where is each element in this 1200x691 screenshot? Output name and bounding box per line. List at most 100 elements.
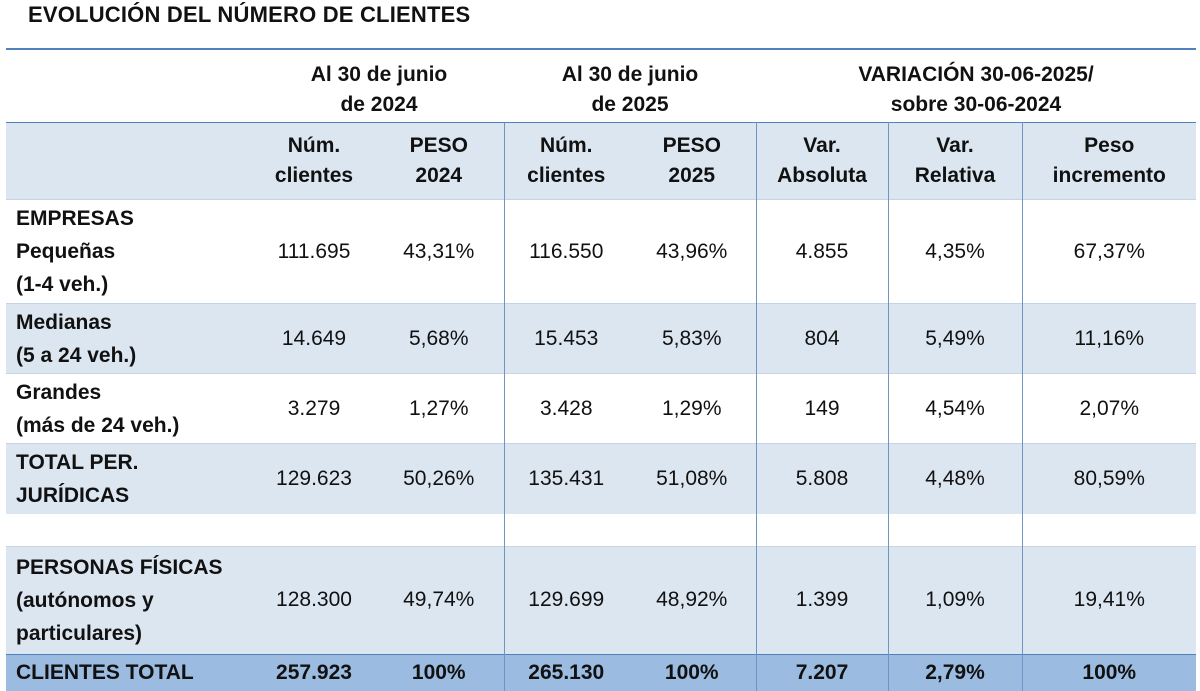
total-cell: 257.923 — [254, 653, 374, 691]
total-cell: 100% — [1022, 653, 1197, 691]
column-header-line: Peso — [1084, 134, 1135, 157]
column-header-line: 2025 — [668, 164, 716, 187]
spacer-cell — [1022, 513, 1197, 546]
table-cell: 804 — [756, 303, 889, 374]
column-header: Var. Absoluta — [756, 122, 889, 200]
table-row: TOTAL PER. JURÍDICAS 129.623 50,26% 135.… — [6, 443, 1197, 514]
table-cell: 2,07% — [1022, 373, 1197, 444]
table-cell: 129.699 — [503, 545, 628, 654]
row-label: PERSONAS FÍSICAS (autónomos y particular… — [6, 545, 254, 654]
spacer-cell — [254, 513, 374, 546]
table-cell: 11,16% — [1022, 303, 1197, 374]
table-cell: 14.649 — [254, 303, 374, 374]
group-header-2024: Al 30 de junio de 2024 — [254, 48, 504, 123]
column-header-line: Núm. — [540, 134, 593, 157]
row-label-line: TOTAL PER. — [16, 450, 139, 474]
group-header-line: Al 30 de junio — [561, 63, 699, 86]
row-label-line: PERSONAS FÍSICAS — [16, 555, 223, 579]
total-cell: 2,79% — [888, 653, 1023, 691]
table-cell: 4.855 — [756, 199, 889, 304]
row-label-line: (autónomos y — [16, 588, 154, 612]
table-cell: 1,09% — [888, 545, 1023, 654]
row-label-line: particulares) — [16, 621, 143, 645]
group-header-line: sobre 30-06-2024 — [890, 93, 1062, 116]
group-header-variacion: VARIACIÓN 30-06-2025/ sobre 30-06-2024 — [756, 48, 1197, 123]
row-label-line: (más de 24 veh.) — [16, 413, 180, 437]
table-cell: 111.695 — [254, 199, 374, 304]
table-row: Medianas (5 a 24 veh.) 14.649 5,68% 15.4… — [6, 303, 1197, 374]
column-header-line: Núm. — [287, 134, 341, 157]
corner-cell — [6, 48, 254, 123]
table-row: PERSONAS FÍSICAS (autónomos y particular… — [6, 545, 1197, 654]
row-label-line: Medianas — [16, 310, 112, 334]
column-header: Núm. clientes — [254, 122, 374, 200]
table-cell: 67,37% — [1022, 199, 1197, 304]
table-cell: 4,35% — [888, 199, 1023, 304]
column-header-line: Var. — [803, 134, 841, 157]
table-cell: 135.431 — [503, 443, 628, 514]
row-label-line: (1-4 veh.) — [16, 273, 109, 296]
table-cell: 4,48% — [888, 443, 1023, 514]
total-row: CLIENTES TOTAL 257.923 100% 265.130 100%… — [6, 653, 1197, 691]
table-cell: 5,49% — [888, 303, 1023, 374]
table-cell: 48,92% — [628, 545, 757, 654]
row-label-line: (5 a 24 veh.) — [16, 343, 137, 367]
table-cell: 43,96% — [628, 199, 757, 304]
table-cell: 15.453 — [503, 303, 628, 374]
table-row: EMPRESAS Pequeñas (1-4 veh.) 111.695 43,… — [6, 199, 1197, 304]
column-header-line: clientes — [527, 164, 606, 187]
table-cell: 116.550 — [503, 199, 628, 304]
table-cell: 1.399 — [756, 545, 889, 654]
row-label-line: JURÍDICAS — [16, 483, 130, 507]
total-cell: 265.130 — [503, 653, 628, 691]
total-cell: 100% — [628, 653, 757, 691]
group-header-2025: Al 30 de junio de 2025 — [504, 48, 756, 123]
column-header-line: Relativa — [914, 164, 996, 187]
spacer-cell — [756, 513, 889, 546]
column-header: Núm. clientes — [503, 122, 628, 200]
column-header-blank — [6, 122, 254, 200]
table-cell: 5.808 — [756, 443, 889, 514]
table-cell: 1,27% — [374, 373, 504, 444]
column-header-line: incremento — [1052, 164, 1166, 187]
clients-table: Al 30 de junio de 2024 Al 30 de junio de… — [6, 48, 1197, 691]
group-header-line: de 2025 — [591, 93, 669, 116]
column-header: PESO 2024 — [374, 122, 504, 200]
total-cell: 100% — [374, 653, 504, 691]
table-row: Grandes (más de 24 veh.) 3.279 1,27% 3.4… — [6, 373, 1197, 444]
table-cell: 4,54% — [888, 373, 1023, 444]
column-header-line: Var. — [936, 134, 974, 157]
total-label: CLIENTES TOTAL — [6, 653, 254, 691]
row-label: Medianas (5 a 24 veh.) — [6, 303, 254, 374]
table-cell: 3.428 — [503, 373, 628, 444]
table-cell: 49,74% — [374, 545, 504, 654]
group-header-row: Al 30 de junio de 2024 Al 30 de junio de… — [6, 48, 1197, 123]
table-cell: 128.300 — [254, 545, 374, 654]
table-cell: 80,59% — [1022, 443, 1197, 514]
table-cell: 129.623 — [254, 443, 374, 514]
column-header: Peso incremento — [1022, 122, 1197, 200]
column-header-line: PESO — [409, 134, 468, 157]
total-cell: 7.207 — [756, 653, 889, 691]
column-header-line: clientes — [274, 164, 354, 187]
column-header: Var. Relativa — [888, 122, 1023, 200]
table-cell: 43,31% — [374, 199, 504, 304]
table-cell: 5,68% — [374, 303, 504, 374]
row-label: Grandes (más de 24 veh.) — [6, 373, 254, 444]
spacer-cell — [628, 513, 757, 546]
row-label: TOTAL PER. JURÍDICAS — [6, 443, 254, 514]
spacer-cell — [888, 513, 1023, 546]
table-cell: 5,83% — [628, 303, 757, 374]
spacer-cell — [503, 513, 628, 546]
group-header-line: Al 30 de junio — [310, 63, 448, 86]
table-cell: 3.279 — [254, 373, 374, 444]
column-header-line: Absoluta — [777, 164, 867, 187]
spacer-cell — [6, 513, 254, 546]
group-header-line: VARIACIÓN 30-06-2025/ — [858, 63, 1094, 86]
column-header-line: 2024 — [415, 164, 463, 187]
column-header-row: Núm. clientes PESO 2024 Núm. clientes PESO 2… — [6, 122, 1197, 200]
row-label-line: Grandes — [16, 380, 102, 404]
row-label-line: Pequeñas — [16, 240, 116, 263]
group-header-line: de 2024 — [340, 93, 418, 116]
column-header-line: PESO — [662, 134, 721, 157]
